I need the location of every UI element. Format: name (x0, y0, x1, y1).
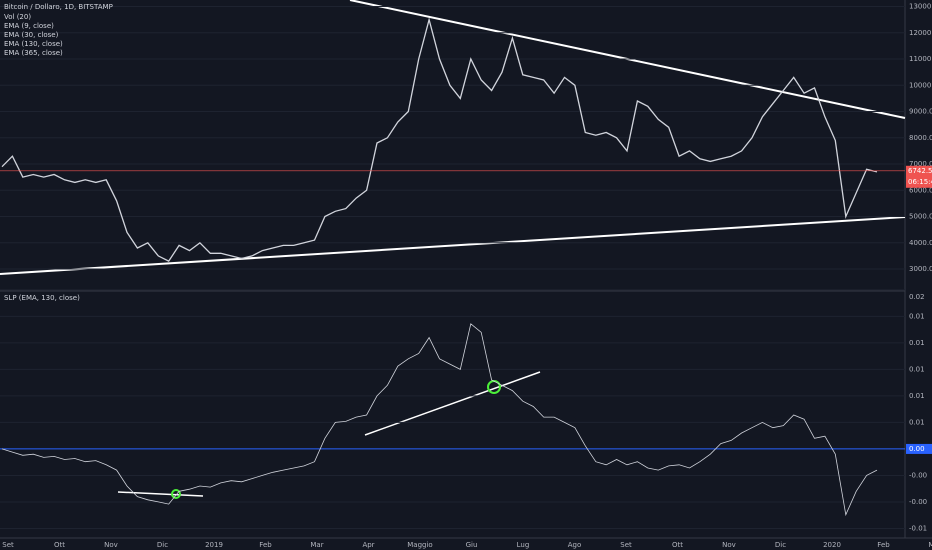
y-tick-label: 7000.00 (909, 160, 932, 168)
legend-entry: Vol (20) (4, 13, 31, 21)
zero-label-bg (906, 443, 932, 454)
x-tick-label: Lug (517, 541, 530, 549)
x-tick-label: Feb (877, 541, 890, 549)
x-tick-label: 2020 (823, 541, 841, 549)
y-tick-label: 0.02 (909, 293, 925, 301)
y-tick-label: 5000.00 (909, 213, 932, 221)
y-tick-label: 0.01 (909, 339, 925, 347)
highlight-circle (171, 489, 181, 499)
y-tick-label: 9000.00 (909, 108, 932, 116)
x-tick-label: Ago (568, 541, 582, 549)
x-tick-label: Mar (310, 541, 323, 549)
legend-entry: EMA (30, close) (4, 31, 59, 39)
x-tick-label: Set (620, 541, 632, 549)
x-tick-label: Nov (104, 541, 118, 549)
y-tick-label: 0.01 (909, 418, 925, 426)
y-tick-label: 0.01 (909, 392, 925, 400)
series-line (1, 323, 878, 517)
x-tick-label: Dic (157, 541, 168, 549)
y-tick-label: 4000.00 (909, 239, 932, 247)
oscillator-pane: 0.02 0.01 0.01 0.01 0.01 0.01 0.00 -0.00 -0.00 -0… (0, 289, 932, 532)
x-tick-label: Ott (672, 541, 683, 549)
y-tick-label: 0.01 (909, 312, 925, 320)
y-tick-label: 0.00 (909, 445, 925, 453)
x-tick-label: Giu (466, 541, 478, 549)
y-tick-label: -0.01 (909, 524, 927, 532)
y-tick-label: 13000.00 (909, 3, 932, 11)
legend-entry: EMA (9, close) (4, 22, 54, 30)
y-tick-label: -0.00 (909, 471, 927, 479)
x-tick-label: Ott (54, 541, 65, 549)
x-tick-label: Set (2, 541, 14, 549)
y-tick-label: 10000.00 (909, 81, 932, 89)
y-tick-label: 3000.00 (909, 265, 932, 273)
y-tick-label: 0.01 (909, 365, 925, 373)
legend-entry: EMA (365, close) (4, 49, 63, 57)
price-tag (906, 165, 932, 188)
x-tick-label: Apr (362, 541, 374, 549)
trend-line[interactable] (0, 216, 906, 275)
symbol-title: Bitcoin / Dollaro, 1D, BITSTAMP (4, 3, 113, 11)
y-tick-label: 6000.00 (909, 186, 932, 194)
indicator-title: SLP (EMA, 130, close) (4, 294, 80, 302)
y-tick-label: 11000.00 (909, 55, 932, 63)
x-tick-label: Feb (259, 541, 272, 549)
trend-line[interactable] (117, 491, 204, 497)
x-tick-label: Mar (928, 541, 932, 549)
x-tick-label: Nov (722, 541, 736, 549)
price-pane: 13000.00 12000.00 11000.00 10000.00 9000.00 8… (0, 3, 932, 273)
y-tick-label: 8000.00 (909, 134, 932, 142)
countdown-label: 06:15:43 (908, 178, 932, 186)
trend-line[interactable] (364, 371, 541, 436)
x-tick-label: Maggio (407, 541, 432, 549)
y-tick-label: -0.00 (909, 498, 927, 506)
y-tick-label: 12000.00 (909, 29, 932, 37)
x-tick-label: 2019 (205, 541, 223, 549)
x-tick-label: Dic (775, 541, 786, 549)
price-tag-label: 6742.57 (908, 167, 932, 175)
legend-entry: EMA (130, close) (4, 40, 63, 48)
series-line (1, 17, 878, 262)
